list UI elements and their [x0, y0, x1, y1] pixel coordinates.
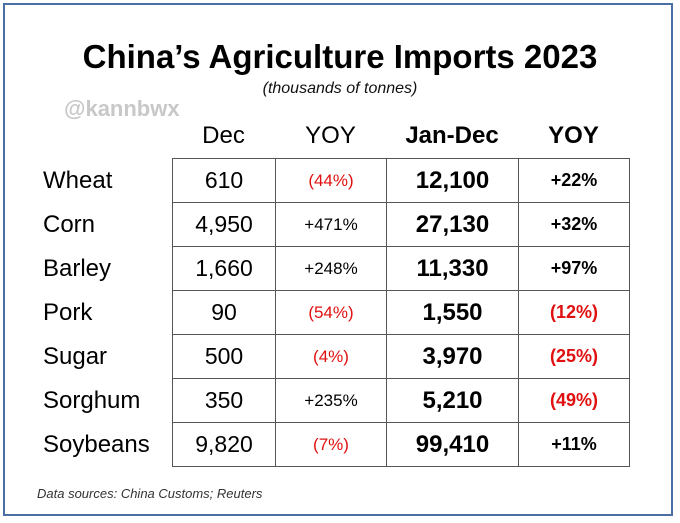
row-label-barley: Barley [43, 255, 112, 282]
dec-cell: 90 [172, 290, 276, 335]
jan-dec-cell: 27,130 [386, 202, 519, 247]
dec-yoy-cell: (44%) [275, 158, 387, 203]
jan-dec-yoy-cell: +11% [518, 422, 630, 467]
jan-dec-yoy-cell: +32% [518, 202, 630, 247]
row-label-wheat: Wheat [43, 167, 113, 194]
row-label-corn: Corn [43, 211, 96, 238]
dec-cell: 4,950 [172, 202, 276, 247]
page-title: China’s Agriculture Imports 2023 [82, 38, 598, 75]
jan-dec-yoy-cell: +22% [518, 158, 630, 203]
watermark: @kannbwx [64, 96, 180, 121]
jan-dec-cell: 1,550 [386, 290, 519, 335]
page-subtitle: (thousands of tonnes) [262, 80, 418, 97]
dec-cell: 350 [172, 378, 276, 423]
jan-dec-yoy-cell: (49%) [518, 378, 630, 423]
border-frame [3, 3, 673, 516]
row-label-sugar: Sugar [43, 343, 108, 370]
row-label-pork: Pork [43, 299, 93, 326]
dec-cell: 610 [172, 158, 276, 203]
jan-dec-cell: 12,100 [386, 158, 519, 203]
header-jan-dec-yoy: YOY [548, 122, 599, 149]
header-dec-yoy: YOY [305, 122, 356, 149]
dec-yoy-cell: +235% [275, 378, 387, 423]
dec-cell: 1,660 [172, 246, 276, 291]
table-row: 4,950 +471% 27,130 +32% [172, 202, 630, 247]
dec-yoy-cell: (7%) [275, 422, 387, 467]
jan-dec-cell: 11,330 [386, 246, 519, 291]
table-row: 1,660 +248% 11,330 +97% [172, 246, 630, 291]
header-jan-dec: Jan-Dec [405, 122, 499, 149]
jan-dec-cell: 3,970 [386, 334, 519, 379]
header-dec: Dec [202, 122, 245, 149]
table-row: 610 (44%) 12,100 +22% [172, 158, 630, 203]
row-label-sorghum: Sorghum [43, 387, 141, 414]
jan-dec-yoy-cell: +97% [518, 246, 630, 291]
dec-cell: 500 [172, 334, 276, 379]
row-label-soybeans: Soybeans [43, 431, 150, 458]
table-row: 500 (4%) 3,970 (25%) [172, 334, 630, 379]
imports-table: 610 (44%) 12,100 +22% 4,950 +471% 27,130… [172, 158, 630, 467]
jan-dec-yoy-cell: (25%) [518, 334, 630, 379]
data-source-note: Data sources: China Customs; Reuters [37, 486, 263, 501]
dec-yoy-cell: (4%) [275, 334, 387, 379]
table-row: 9,820 (7%) 99,410 +11% [172, 422, 630, 467]
jan-dec-yoy-cell: (12%) [518, 290, 630, 335]
dec-yoy-cell: +248% [275, 246, 387, 291]
jan-dec-cell: 99,410 [386, 422, 519, 467]
dec-yoy-cell: +471% [275, 202, 387, 247]
table-row: 90 (54%) 1,550 (12%) [172, 290, 630, 335]
dec-yoy-cell: (54%) [275, 290, 387, 335]
table-row: 350 +235% 5,210 (49%) [172, 378, 630, 423]
jan-dec-cell: 5,210 [386, 378, 519, 423]
dec-cell: 9,820 [172, 422, 276, 467]
